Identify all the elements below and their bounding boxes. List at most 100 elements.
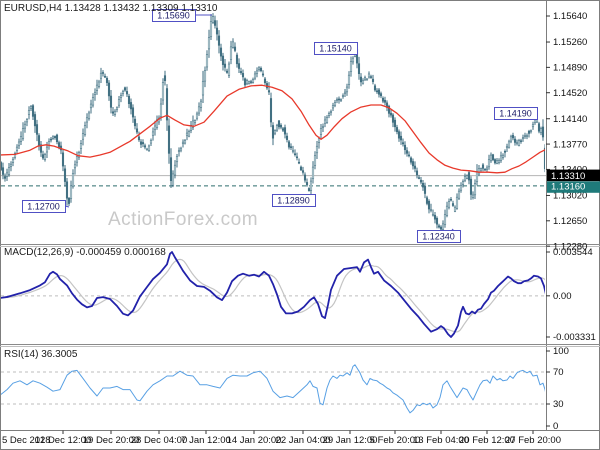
candle-body: [281, 128, 285, 131]
candle-body: [439, 226, 443, 230]
rsi-line: [1, 364, 545, 414]
time-tick-label: 20 Feb 12:00: [459, 435, 515, 446]
candle-body: [45, 146, 49, 153]
candle-body: [211, 16, 215, 23]
candle-body: [313, 155, 317, 166]
candle-body: [137, 136, 141, 141]
candle-body: [183, 140, 187, 144]
candle-body: [127, 95, 131, 104]
candle-body: [101, 72, 105, 74]
candle-body: [413, 165, 417, 169]
candle-body: [63, 168, 67, 182]
candle-body: [7, 167, 11, 175]
candle-body: [273, 130, 277, 134]
candle-body: [245, 80, 249, 85]
candle-body: [493, 159, 497, 164]
candle-body: [461, 181, 465, 185]
candle-body: [299, 166, 303, 171]
candle-body: [43, 154, 47, 160]
candle-body: [151, 131, 155, 136]
candle-body: [275, 125, 279, 131]
macd-line: [1, 251, 545, 338]
candle-body: [487, 159, 491, 168]
annotation-box: [417, 230, 461, 243]
candle-body: [23, 123, 27, 129]
candle-body: [237, 63, 241, 69]
rsi-tick-label: 0: [553, 421, 558, 432]
candle-body: [525, 135, 529, 138]
candle-body: [455, 196, 459, 209]
candle-body: [145, 148, 149, 151]
rsi-tick-label: 30: [553, 399, 564, 410]
annotation-text: 1.12340: [422, 232, 455, 242]
candle-body: [285, 135, 289, 140]
candle-body: [417, 177, 421, 179]
candle-body: [37, 135, 41, 146]
candle-body: [305, 182, 309, 186]
candle-body: [425, 197, 429, 204]
candle-body: [391, 114, 395, 123]
candle-body: [3, 176, 7, 179]
candle-body: [333, 102, 337, 106]
level-price-badge: 1.13160: [547, 181, 600, 193]
candle-body: [513, 138, 517, 143]
candle-body: [381, 97, 385, 102]
annotation-box: [22, 200, 66, 213]
candle-body: [73, 164, 77, 169]
candle-body: [85, 117, 89, 123]
candle-body: [149, 140, 153, 144]
candle-body: [187, 131, 191, 137]
price-tick-label: 1.14520: [553, 88, 587, 99]
panel-separator[interactable]: [0, 344, 600, 347]
candle-body: [335, 99, 339, 101]
candle-body: [27, 110, 31, 115]
price-annotation[interactable]: 1.12340: [417, 228, 461, 243]
candle-body: [109, 95, 113, 108]
candle-body: [113, 110, 117, 115]
candle-body: [99, 72, 103, 79]
price-tick-label: 1.14140: [553, 114, 587, 125]
candle-body: [139, 141, 143, 145]
candle-body: [9, 163, 13, 167]
macd-tick-label: -0.003331: [553, 332, 596, 343]
price-annotation[interactable]: 1.12890: [272, 194, 316, 207]
candle-body: [435, 217, 439, 225]
price-tick-label: 1.12650: [553, 216, 587, 227]
price-axis[interactable]: 1.15640 1.15260 1.14890 1.14520 1.14140 1.137…: [546, 11, 596, 432]
rsi-tick-label: 100: [553, 346, 569, 357]
candle-body: [95, 84, 99, 91]
candle-body: [331, 105, 335, 109]
candle-body: [373, 85, 377, 91]
candle-body: [117, 99, 121, 106]
annotation-text: 1.12700: [27, 202, 60, 212]
price-annotation[interactable]: 1.15140: [314, 42, 358, 55]
annotation-text: 1.14190: [499, 109, 532, 119]
candle-body: [339, 99, 343, 101]
candle-body: [41, 154, 45, 159]
candle-body: [217, 35, 221, 46]
candle-body: [179, 147, 183, 151]
price-annotation[interactable]: 1.14190: [494, 107, 538, 120]
candle-body: [213, 20, 217, 26]
candle-body: [195, 113, 199, 119]
candle-body: [67, 197, 71, 204]
candle-body: [161, 82, 165, 101]
price-tick-label: 1.13020: [553, 191, 587, 202]
candle-body: [133, 118, 137, 127]
price-annotation[interactable]: 1.15690: [152, 9, 213, 22]
candle-body: [329, 111, 333, 113]
price-annotation[interactable]: 1.12700: [22, 200, 70, 213]
candle-body: [495, 160, 499, 164]
panel-separator[interactable]: [0, 244, 600, 247]
badge-text: 1.13310: [551, 171, 585, 182]
candle-body: [479, 168, 483, 171]
candle-body: [343, 91, 347, 94]
candle-body: [359, 76, 363, 83]
candle-body: [341, 95, 345, 97]
time-tick-label: 14 Jan 20:00: [227, 435, 282, 446]
candle-body: [361, 80, 365, 84]
candle-body: [239, 71, 243, 73]
candle-body: [447, 201, 451, 208]
